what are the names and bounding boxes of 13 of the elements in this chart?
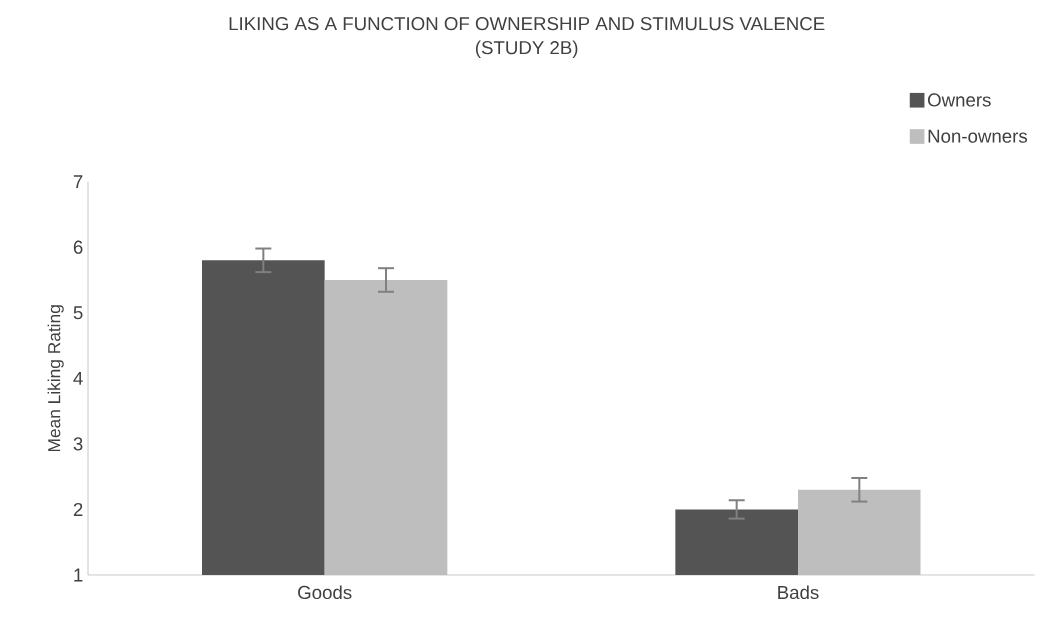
y-tick-label: 1 — [74, 568, 83, 582]
y-tick-label: 3 — [73, 437, 83, 451]
y-tick-label: 7 — [73, 175, 83, 189]
x-tick-label: Goods — [298, 585, 352, 600]
y-tick-label: 2 — [73, 502, 83, 516]
legend-label: Owners — [927, 93, 991, 107]
y-tick-label: 4 — [73, 371, 83, 385]
chart-title: LIKING AS A FUNCTION OF OWNERSHIP AND STIMULUS VALENCE (STUDY 2B) — [229, 17, 825, 58]
y-axis-title: Mean Liking Rating — [47, 305, 64, 452]
y-tick-label: 6 — [73, 240, 83, 254]
legend-label: Non-owners — [928, 129, 1028, 143]
y-tick-label: 5 — [73, 306, 83, 320]
x-tick-label: Bads — [778, 585, 819, 600]
